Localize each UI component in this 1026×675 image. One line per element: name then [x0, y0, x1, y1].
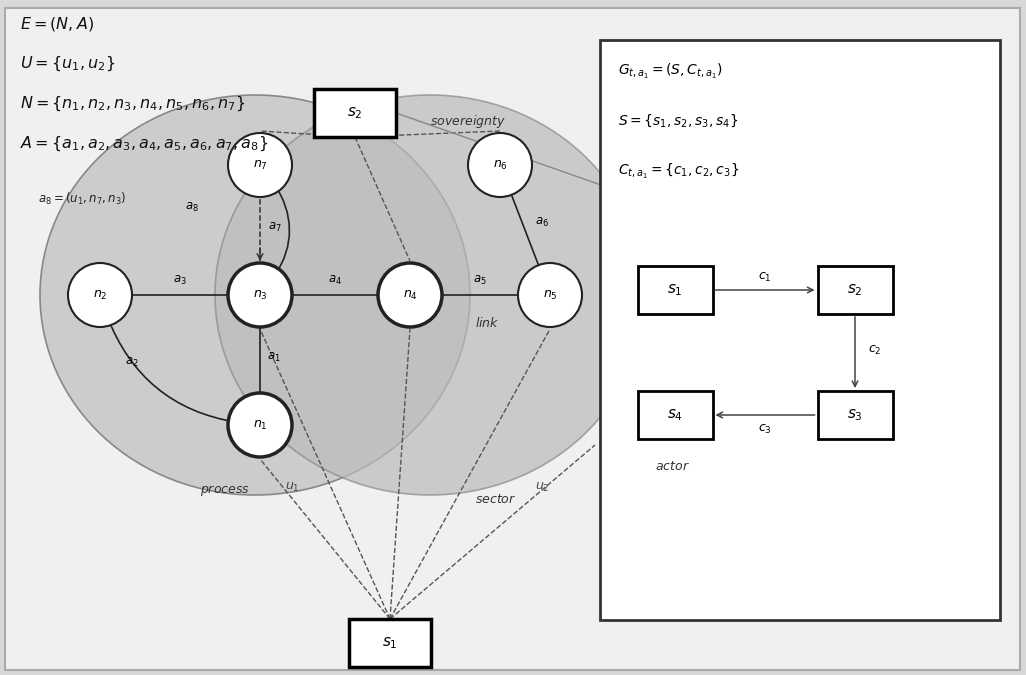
Ellipse shape: [215, 95, 645, 495]
Text: $a_2$: $a_2$: [125, 356, 139, 369]
Text: $C_{t,a_1}=\{c_1,c_2,c_3\}$: $C_{t,a_1}=\{c_1,c_2,c_3\}$: [618, 162, 740, 181]
Text: $s_3$: $s_3$: [847, 407, 863, 423]
Text: $n_3$: $n_3$: [252, 288, 268, 302]
Circle shape: [228, 133, 292, 197]
Text: $n_4$: $n_4$: [402, 288, 418, 302]
Text: $c_3$: $c_3$: [758, 423, 772, 436]
Circle shape: [468, 133, 532, 197]
Text: $actor$: $actor$: [655, 460, 689, 473]
Circle shape: [228, 263, 292, 327]
Circle shape: [518, 263, 582, 327]
Text: $n_1$: $n_1$: [252, 418, 268, 431]
Text: $sector$: $sector$: [475, 493, 516, 506]
Bar: [314, 89, 396, 137]
Text: $U=\{u_1,u_2\}$: $U=\{u_1,u_2\}$: [19, 55, 115, 74]
Text: $s_2$: $s_2$: [847, 282, 863, 298]
Text: $s_1$: $s_1$: [382, 635, 398, 651]
Text: $s_4$: $s_4$: [667, 407, 683, 423]
Text: $n_7$: $n_7$: [252, 159, 268, 171]
Text: $n_6$: $n_6$: [492, 159, 508, 171]
Text: $sovereignty$: $sovereignty$: [430, 113, 506, 130]
Text: $a_1$: $a_1$: [267, 351, 281, 364]
Circle shape: [68, 263, 132, 327]
Text: $S=\{s_1,s_2,s_3,s_4\}$: $S=\{s_1,s_2,s_3,s_4\}$: [618, 112, 739, 129]
Text: $u_1$: $u_1$: [285, 481, 300, 494]
Text: $a_3$: $a_3$: [173, 274, 187, 287]
Circle shape: [228, 393, 292, 457]
Text: $link$: $link$: [475, 316, 500, 330]
Text: $N=\{n_1,n_2,n_3,n_4,n_5,n_6,n_7\}$: $N=\{n_1,n_2,n_3,n_4,n_5,n_6,n_7\}$: [19, 95, 245, 113]
Text: $u_2$: $u_2$: [535, 481, 550, 494]
Text: $E=(N,A)$: $E=(N,A)$: [19, 15, 94, 33]
Bar: [637, 266, 712, 314]
Text: $process$: $process$: [200, 483, 250, 498]
Ellipse shape: [40, 95, 470, 495]
Bar: [818, 391, 893, 439]
Text: $a_7$: $a_7$: [268, 221, 282, 234]
Text: $A=\{a_1,a_2,a_3,a_4,a_5,a_6,a_7,a_8\}$: $A=\{a_1,a_2,a_3,a_4,a_5,a_6,a_7,a_8\}$: [19, 135, 268, 153]
Text: $c_1$: $c_1$: [758, 271, 772, 284]
Bar: [600, 40, 1000, 620]
Text: $n_2$: $n_2$: [92, 288, 108, 302]
Text: $a_8=(u_1,n_7,n_3)$: $a_8=(u_1,n_7,n_3)$: [38, 191, 126, 207]
Text: $s_2$: $s_2$: [347, 105, 363, 121]
Text: $n_5$: $n_5$: [543, 288, 557, 302]
Text: $a_8$: $a_8$: [185, 201, 199, 214]
Text: $a_5$: $a_5$: [473, 274, 487, 287]
Text: $s_1$: $s_1$: [667, 282, 683, 298]
Text: $a_6$: $a_6$: [535, 216, 549, 229]
Bar: [818, 266, 893, 314]
Bar: [637, 391, 712, 439]
Circle shape: [378, 263, 442, 327]
Bar: [349, 619, 431, 667]
Text: $a_4$: $a_4$: [328, 274, 342, 287]
Text: $c_2$: $c_2$: [868, 344, 881, 356]
Text: $G_{t,a_1}=(S,C_{t,a_1})$: $G_{t,a_1}=(S,C_{t,a_1})$: [618, 62, 722, 81]
